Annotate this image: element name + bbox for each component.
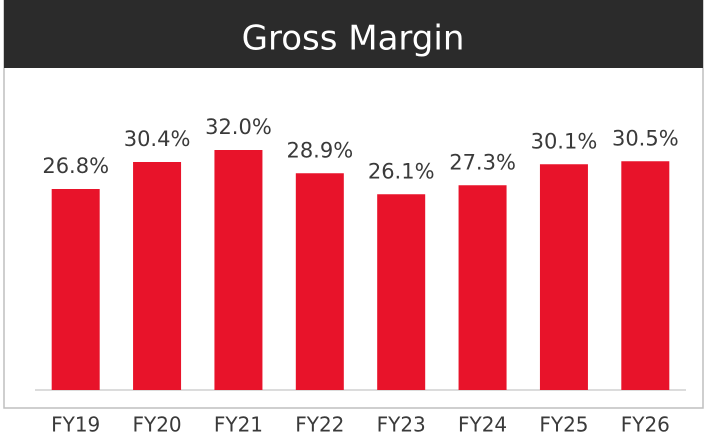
data-label: 30.5% — [612, 126, 679, 150]
bar — [51, 189, 100, 390]
bar — [621, 161, 670, 390]
data-label: 26.1% — [368, 159, 435, 183]
x-tick-label: FY26 — [621, 413, 670, 437]
x-tick-label: FY20 — [132, 413, 181, 437]
x-tick-label: FY24 — [458, 413, 507, 437]
bar — [133, 162, 182, 390]
data-label: 30.4% — [124, 127, 191, 151]
x-tick-label: FY19 — [51, 413, 100, 437]
data-label: 28.9% — [286, 138, 353, 162]
title-bar — [4, 0, 703, 68]
chart-title: Gross Margin — [242, 19, 465, 59]
x-tick-label: FY21 — [214, 413, 263, 437]
x-tick-label: FY25 — [539, 413, 588, 437]
data-label: 30.1% — [531, 129, 598, 153]
x-tick-label: FY23 — [377, 413, 426, 437]
bar — [377, 194, 426, 390]
bar — [458, 185, 507, 390]
bar — [295, 173, 344, 390]
bar — [539, 164, 588, 390]
data-label: 26.8% — [42, 154, 109, 178]
bar — [214, 150, 263, 390]
x-tick-label: FY22 — [295, 413, 344, 437]
data-label: 32.0% — [205, 115, 272, 139]
data-label: 27.3% — [449, 150, 516, 174]
